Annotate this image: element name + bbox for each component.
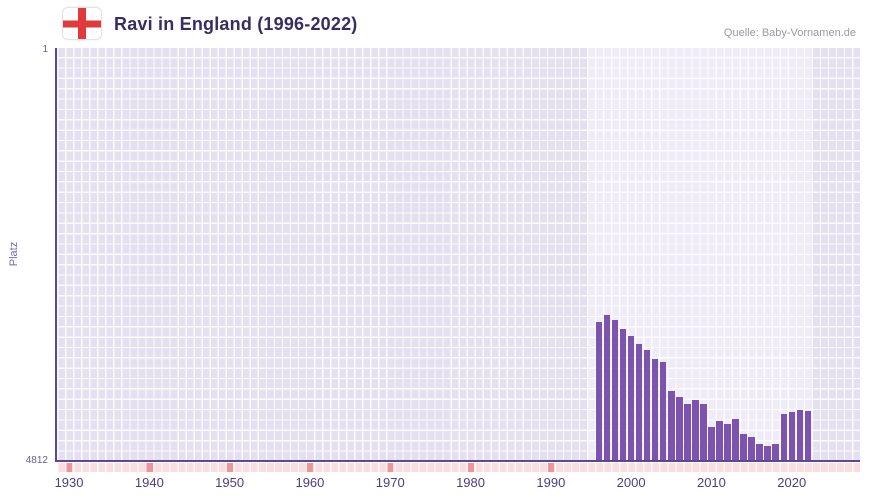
no-data-mark: [547, 463, 555, 472]
bar-2019[interactable]: [780, 414, 787, 462]
y-axis-label: Platz: [8, 241, 20, 267]
x-tick-label: 1980: [456, 475, 485, 490]
bar-2018[interactable]: [772, 444, 779, 462]
x-axis-line: [56, 460, 860, 462]
bar-1996[interactable]: [595, 321, 603, 462]
bar-2014[interactable]: [740, 433, 747, 462]
source-label: Quelle: Baby-Vornamen.de: [723, 27, 856, 39]
bar-2009[interactable]: [700, 404, 707, 462]
y-tick-top: 1: [42, 44, 48, 55]
x-tick-label: 1990: [536, 475, 566, 490]
bar-2008[interactable]: [692, 399, 699, 462]
x-tick-label: 2010: [696, 475, 726, 490]
x-tick-label: 1930: [54, 475, 84, 490]
plot-area: [57, 48, 860, 462]
bar-2021[interactable]: [796, 410, 803, 462]
bar-2002[interactable]: [643, 349, 651, 462]
x-tick-label: 2020: [777, 475, 807, 490]
x-tick-label: 1960: [295, 475, 325, 490]
bar-2006[interactable]: [676, 396, 683, 462]
no-data-mark: [65, 463, 73, 472]
bar-2001[interactable]: [635, 343, 643, 462]
bar-1998[interactable]: [611, 319, 619, 462]
bar-2000[interactable]: [627, 336, 635, 462]
no-data-mark: [306, 463, 314, 472]
x-ticks: 1930 1940 1950 1960 1970 1980 1990 2000 2010 2020: [54, 475, 860, 495]
grid-overlay: [57, 48, 860, 462]
bar-2022[interactable]: [804, 411, 811, 462]
x-tick-label: 1970: [375, 475, 405, 490]
x-tick-label: 1950: [215, 475, 245, 490]
bar-2011[interactable]: [716, 420, 723, 462]
bar-1999[interactable]: [619, 328, 627, 462]
bars: [57, 48, 860, 462]
bar-2013[interactable]: [732, 418, 739, 462]
no-data-mark: [226, 463, 233, 472]
x-tick-label: 1940: [134, 475, 164, 490]
no-data-mark: [387, 463, 394, 472]
bar-2015[interactable]: [748, 436, 755, 462]
bar-2016[interactable]: [756, 444, 763, 462]
bar-2017[interactable]: [764, 445, 771, 462]
bar-2007[interactable]: [684, 404, 691, 462]
flag-cross-horizontal: [63, 20, 101, 27]
bar-2004[interactable]: [660, 362, 667, 462]
england-flag-icon: [62, 7, 102, 40]
no-data-mark: [146, 463, 153, 472]
page-title: Ravi in England (1996-2022): [114, 14, 358, 34]
no-data-strip: [57, 463, 860, 472]
x-tick-label: 2000: [616, 475, 646, 490]
bar-1997[interactable]: [603, 315, 611, 462]
bar-2003[interactable]: [652, 358, 659, 462]
y-tick-bottom: 4812: [25, 455, 48, 466]
bar-2005[interactable]: [668, 390, 675, 462]
y-axis-line: [55, 48, 57, 462]
no-data-mark: [467, 463, 474, 472]
bar-2020[interactable]: [788, 411, 795, 462]
bar-2010[interactable]: [708, 426, 715, 462]
bar-2012[interactable]: [724, 423, 731, 462]
